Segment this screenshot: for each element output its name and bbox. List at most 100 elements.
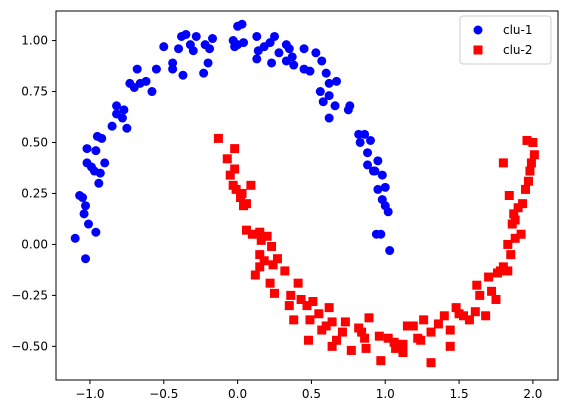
data-point — [280, 266, 290, 276]
data-point — [159, 42, 169, 52]
data-point — [383, 333, 393, 343]
data-point — [94, 178, 104, 188]
data-point — [518, 199, 528, 209]
series-clu-1 — [70, 19, 395, 264]
data-point — [100, 158, 110, 168]
data-point — [370, 166, 380, 176]
data-point — [445, 341, 455, 351]
data-point — [246, 180, 256, 190]
data-point — [81, 254, 91, 264]
data-point — [363, 160, 373, 170]
data-point — [174, 44, 184, 54]
data-point — [272, 254, 282, 264]
data-point — [321, 321, 331, 331]
y-tick-label: −0.25 — [11, 288, 48, 302]
data-point — [398, 339, 408, 349]
data-point — [503, 266, 513, 276]
data-point — [327, 341, 337, 351]
data-point — [385, 246, 395, 256]
data-point — [472, 280, 482, 290]
data-point — [247, 229, 257, 239]
data-point — [302, 301, 312, 311]
data-point — [510, 215, 520, 225]
data-point — [203, 58, 213, 68]
data-point — [416, 335, 426, 345]
data-point — [305, 315, 315, 325]
data-point — [132, 64, 142, 74]
data-point — [241, 225, 251, 235]
data-point — [267, 58, 277, 68]
data-point — [262, 231, 272, 241]
data-point — [303, 335, 313, 345]
data-point — [228, 180, 238, 190]
data-point — [360, 129, 370, 139]
data-point — [484, 272, 494, 282]
data-point — [391, 343, 401, 353]
data-point — [259, 256, 269, 266]
data-point — [147, 87, 157, 97]
data-point — [255, 250, 265, 260]
data-point — [296, 294, 306, 304]
data-point — [528, 137, 538, 147]
points-layer — [70, 19, 539, 368]
data-point — [380, 182, 390, 192]
legend: clu-1 clu-2 — [459, 15, 552, 65]
data-point — [504, 191, 514, 200]
data-point — [408, 321, 418, 331]
data-point — [252, 31, 262, 41]
data-point — [509, 209, 519, 219]
series-clu-2 — [213, 133, 539, 368]
data-point — [178, 70, 188, 80]
data-point — [270, 31, 280, 41]
data-point — [188, 46, 198, 56]
y-tick-label: −0.50 — [11, 339, 48, 353]
data-point — [487, 286, 497, 296]
data-point — [289, 315, 299, 325]
data-point — [360, 333, 370, 343]
data-point — [250, 270, 260, 280]
data-point — [122, 123, 132, 133]
data-point — [79, 209, 89, 219]
data-point — [377, 170, 387, 180]
data-point — [78, 193, 88, 203]
data-point — [481, 311, 491, 321]
data-point — [459, 311, 469, 321]
data-point — [402, 321, 412, 331]
data-point — [83, 219, 93, 229]
data-point — [324, 91, 334, 101]
legend-label-clu-2: clu-2 — [503, 43, 533, 57]
data-point — [81, 201, 91, 211]
data-point — [365, 135, 375, 145]
data-point — [95, 168, 105, 178]
legend-marker-clu-1 — [473, 25, 483, 35]
data-point — [168, 64, 178, 74]
data-point — [332, 335, 342, 345]
legend-marker-clu-2 — [473, 45, 483, 55]
data-point — [445, 325, 455, 335]
data-point — [383, 207, 393, 217]
data-point — [284, 44, 294, 54]
data-point — [265, 278, 275, 288]
data-point — [340, 317, 350, 327]
data-point — [225, 170, 235, 180]
data-point — [321, 68, 331, 78]
data-point — [498, 158, 508, 168]
data-point — [117, 113, 127, 123]
data-point — [308, 297, 318, 307]
data-point — [315, 87, 325, 97]
data-point — [230, 144, 240, 154]
data-point — [522, 135, 532, 145]
data-point — [337, 327, 347, 337]
data-point — [433, 319, 443, 329]
data-point — [345, 101, 355, 111]
data-point — [464, 315, 474, 325]
data-point — [330, 101, 340, 111]
data-point — [451, 303, 461, 313]
y-axis: −0.50 −0.25 0.00 0.25 0.50 0.75 1.00 — [11, 34, 56, 353]
data-point — [491, 294, 501, 304]
data-point — [346, 345, 356, 355]
y-tick-label: 1.00 — [21, 34, 48, 48]
data-point — [119, 105, 129, 115]
